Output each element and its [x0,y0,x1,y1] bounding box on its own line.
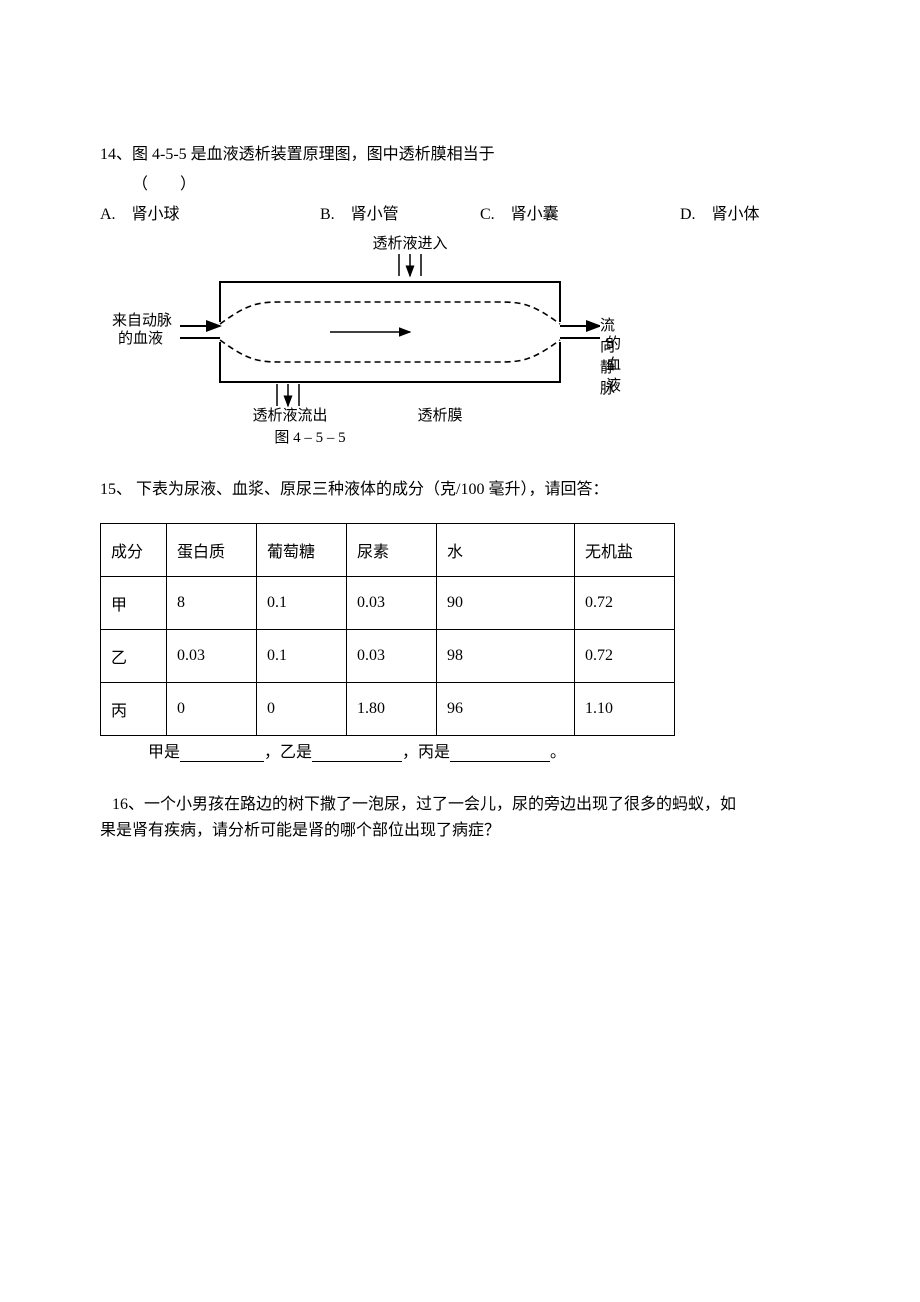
table-cell: 无机盐 [575,524,675,577]
diagram-bottom-left-label: 透析液流出 [252,407,327,422]
q14-paren: （ ） [132,170,820,194]
q16-line2: 果是肾有疾病，请分析可能是肾的哪个部位出现了病症？ [100,818,820,844]
table-cell: 0.1 [257,577,347,630]
fill-text: ，丙是 [402,744,450,761]
q16-stem: 16、一个小男孩在路边的树下撒了一泡尿，过了一会儿，尿的旁边出现了很多的蚂蚁，如… [100,792,820,843]
table-cell: 葡萄糖 [257,524,347,577]
q15-table: 成分 蛋白质 葡萄糖 尿素 水 无机盐 甲 8 0.1 0.03 90 0.72… [100,523,675,736]
table-cell: 0.72 [575,577,675,630]
table-cell: 98 [437,630,575,683]
blank [450,746,550,762]
q14-options: A. 肾小球 B. 肾小管 C. 肾小囊 D. 肾小体 [100,200,820,224]
table-cell: 甲 [101,577,167,630]
diagram-right-label-2: 的血液 [606,332,621,395]
table-cell: 96 [437,683,575,736]
table-cell: 90 [437,577,575,630]
table-cell: 0 [257,683,347,736]
table-row: 丙 0 0 1.80 96 1.10 [101,683,675,736]
table-cell: 蛋白质 [167,524,257,577]
table-cell: 水 [437,524,575,577]
fill-text: 。 [550,744,566,761]
table-cell: 0.1 [257,630,347,683]
blank [312,746,402,762]
diagram-caption: 图 4 – 5 – 5 [100,426,520,447]
table-cell: 0.03 [347,577,437,630]
table-cell: 尿素 [347,524,437,577]
table-row: 甲 8 0.1 0.03 90 0.72 [101,577,675,630]
table-cell: 丙 [101,683,167,736]
table-cell: 成分 [101,524,167,577]
fill-text: 甲是 [148,744,180,761]
table-row: 乙 0.03 0.1 0.03 98 0.72 [101,630,675,683]
table-row: 成分 蛋白质 葡萄糖 尿素 水 无机盐 [101,524,675,577]
q14-option-a: A. 肾小球 [100,200,320,224]
table-cell: 乙 [101,630,167,683]
table-cell: 0.72 [575,630,675,683]
q14-option-c: C. 肾小囊 [480,200,680,224]
table-cell: 0.03 [347,630,437,683]
blank [180,746,264,762]
q14-stem: 14、图 4-5-5 是血液透析装置原理图，图中透析膜相当于 [100,140,820,164]
table-cell: 0.03 [167,630,257,683]
diagram-left-label-1: 来自动脉 [112,312,172,329]
table-cell: 8 [167,577,257,630]
q15-fill-blanks: 甲是 ，乙是 ，丙是 。 [148,738,820,762]
diagram-bottom-right-label: 透析膜 [417,407,462,422]
table-cell: 1.10 [575,683,675,736]
diagram-top-label: 透析液进入 [372,235,447,252]
fill-text: ，乙是 [264,744,312,761]
table-cell: 1.80 [347,683,437,736]
diagram-left-label-2: 的血液 [118,330,163,347]
q14-option-b: B. 肾小管 [320,200,480,224]
q15-stem: 15、 下表为尿液、血浆、原尿三种液体的成分（克/100 毫升），请回答： [100,475,820,499]
table-cell: 0 [167,683,257,736]
q16-line1: 16、一个小男孩在路边的树下撒了一泡尿，过了一会儿，尿的旁边出现了很多的蚂蚁，如 [100,792,820,818]
q14-option-d: D. 肾小体 [680,200,760,224]
dialysis-diagram: 透析液进入 来自动脉 的血液 透析液流出 透析膜 流向静脉 的血 [100,232,600,447]
